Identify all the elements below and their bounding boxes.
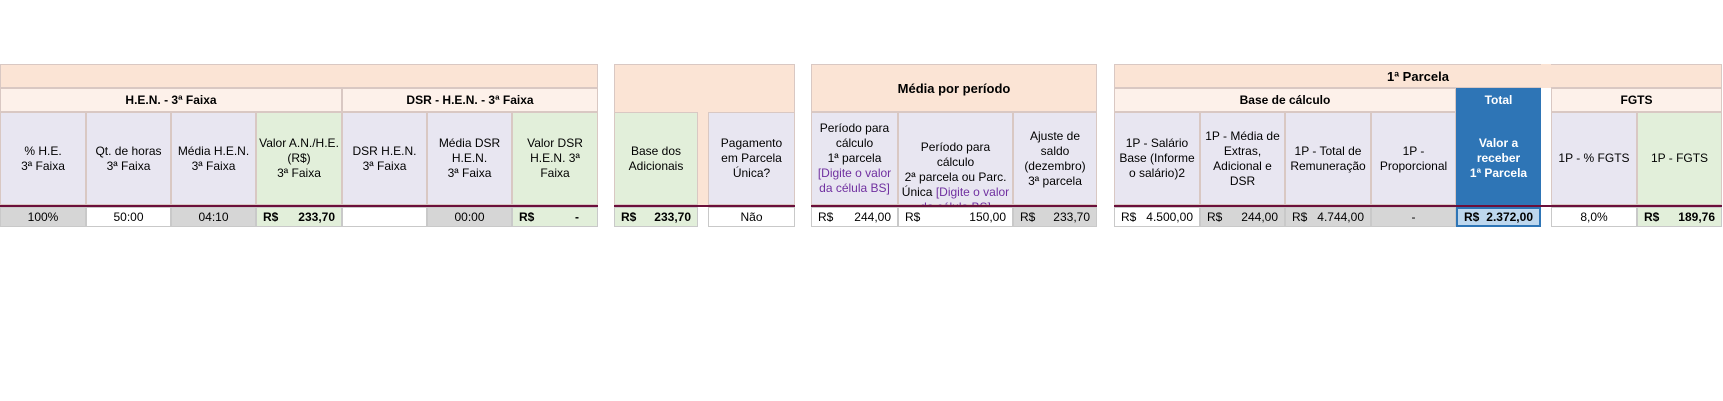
- currency-symbol: R$: [1464, 209, 1480, 224]
- cell-value: 244,00: [854, 209, 891, 224]
- cell-value: 150,00: [969, 209, 1006, 224]
- header-separator: [811, 205, 1097, 207]
- cell-total-remuneracao[interactable]: R$ 4.744,00: [1285, 207, 1371, 227]
- cell-proporcional[interactable]: -: [1371, 207, 1456, 227]
- col-header-total-remuneracao: 1P - Total de Remuneração: [1285, 112, 1371, 205]
- header-separator: [1114, 205, 1722, 207]
- col-header-media-hen: Média H.E.N. 3ª Faixa: [171, 112, 256, 205]
- col-header-valor-receber: Valor a receber 1ª Parcela: [1456, 112, 1541, 205]
- col-header-media-extras: 1P - Média de Extras, Adicional e DSR: [1200, 112, 1285, 205]
- cell-value: 233,70: [654, 209, 691, 224]
- subheader-fgts: FGTS: [1551, 88, 1722, 112]
- cell-value: 189,76: [1678, 209, 1715, 224]
- cell-media-hen[interactable]: 04:10: [171, 207, 256, 227]
- col-header-fgts: 1P - FGTS: [1637, 112, 1722, 205]
- currency-symbol: R$: [1644, 209, 1660, 224]
- group-header-1a-parcela: 1ª Parcela: [1114, 64, 1722, 88]
- col-header-media-dsr: Média DSR H.E.N. 3ª Faixa: [427, 112, 512, 205]
- cell-ajuste-saldo[interactable]: R$ 233,70: [1013, 207, 1097, 227]
- cell-periodo-2a[interactable]: R$ 150,00: [898, 207, 1013, 227]
- cell-value: 233,70: [298, 209, 335, 224]
- subheader-hen-3a-faixa: H.E.N. - 3ª Faixa: [0, 88, 342, 112]
- cell-value: 4.500,00: [1146, 209, 1193, 224]
- col-header-dsr-hen: DSR H.E.N. 3ª Faixa: [342, 112, 427, 205]
- currency-symbol: R$: [519, 209, 535, 224]
- col-header-perc-fgts: 1P - % FGTS: [1551, 112, 1637, 205]
- currency-symbol: R$: [621, 209, 637, 224]
- cell-base-adicionais[interactable]: R$ 233,70: [614, 207, 698, 227]
- col-header-salario-base: 1P - Salário Base (Informe o salário)2: [1114, 112, 1200, 205]
- cell-valor-an-he[interactable]: R$ 233,70: [256, 207, 342, 227]
- col-header-perc-he: % H.E. 3ª Faixa: [0, 112, 86, 205]
- col-header-periodo-1a-hint: [Digite o valor da célula BS]: [817, 166, 892, 195]
- currency-symbol: R$: [1020, 209, 1036, 224]
- currency-symbol: R$: [1292, 209, 1308, 224]
- currency-symbol: R$: [818, 209, 834, 224]
- col-header-periodo-2a: Período para cálculo 2ª parcela ou Parc.…: [898, 112, 1013, 214]
- header-spacer: [1541, 64, 1551, 88]
- col-header-valor-dsr: Valor DSR H.E.N. 3ª Faixa: [512, 112, 598, 205]
- col-header-ajuste-saldo: Ajuste de saldo (dezembro) 3ª parcela: [1013, 112, 1097, 205]
- currency-symbol: R$: [1207, 209, 1223, 224]
- cell-value: 244,00: [1241, 209, 1278, 224]
- header-band-left: [0, 64, 598, 88]
- currency-symbol: R$: [1121, 209, 1137, 224]
- header-spacer: [698, 112, 708, 205]
- col-header-valor-an-he: Valor A.N./H.E. (R$) 3ª Faixa: [256, 112, 342, 205]
- cell-value: -: [575, 209, 579, 224]
- cell-media-extras[interactable]: R$ 244,00: [1200, 207, 1285, 227]
- col-header-parcela-unica: Pagamento em Parcela Única?: [708, 112, 795, 205]
- col-header-proporcional: 1P - Proporcional: [1371, 112, 1456, 205]
- cell-value: 233,70: [1053, 209, 1090, 224]
- cell-fgts[interactable]: R$ 189,76: [1637, 207, 1722, 227]
- subheader-base-calculo: Base de cálculo: [1114, 88, 1456, 112]
- subheader-total: Total: [1456, 88, 1541, 112]
- currency-symbol: R$: [905, 209, 921, 224]
- cell-perc-fgts[interactable]: 8,0%: [1551, 207, 1637, 227]
- col-header-periodo-1a-label: Período para cálculo 1ª parcela: [819, 121, 890, 165]
- cell-value: 2.372,00: [1486, 209, 1533, 224]
- col-header-qt-horas: Qt. de horas 3ª Faixa: [86, 112, 171, 205]
- cell-valor-receber[interactable]: R$ 2.372,00: [1456, 207, 1541, 227]
- header-separator: [614, 205, 795, 207]
- currency-symbol: R$: [263, 209, 279, 224]
- cell-parcela-unica[interactable]: Não: [708, 207, 795, 227]
- cell-perc-he[interactable]: 100%: [0, 207, 86, 227]
- cell-salario-base[interactable]: R$ 4.500,00: [1114, 207, 1200, 227]
- header-separator: [0, 205, 598, 207]
- col-header-base-adicionais: Base dos Adicionais: [614, 112, 698, 205]
- cell-media-dsr[interactable]: 00:00: [427, 207, 512, 227]
- cell-valor-dsr[interactable]: R$ -: [512, 207, 598, 227]
- cell-dsr-hen[interactable]: [342, 207, 427, 227]
- cell-value: 4.744,00: [1317, 209, 1364, 224]
- group-header-media-periodo: Média por período: [811, 64, 1097, 112]
- subheader-dsr-hen-3a-faixa: DSR - H.E.N. - 3ª Faixa: [342, 88, 598, 112]
- cell-periodo-1a[interactable]: R$ 244,00: [811, 207, 898, 227]
- cell-qt-horas[interactable]: 50:00: [86, 207, 171, 227]
- col-header-periodo-2a-label: Período para cálculo 2ª parcela ou Parc.…: [901, 140, 1007, 199]
- col-header-periodo-1a: Período para cálculo 1ª parcela [Digite …: [811, 112, 898, 205]
